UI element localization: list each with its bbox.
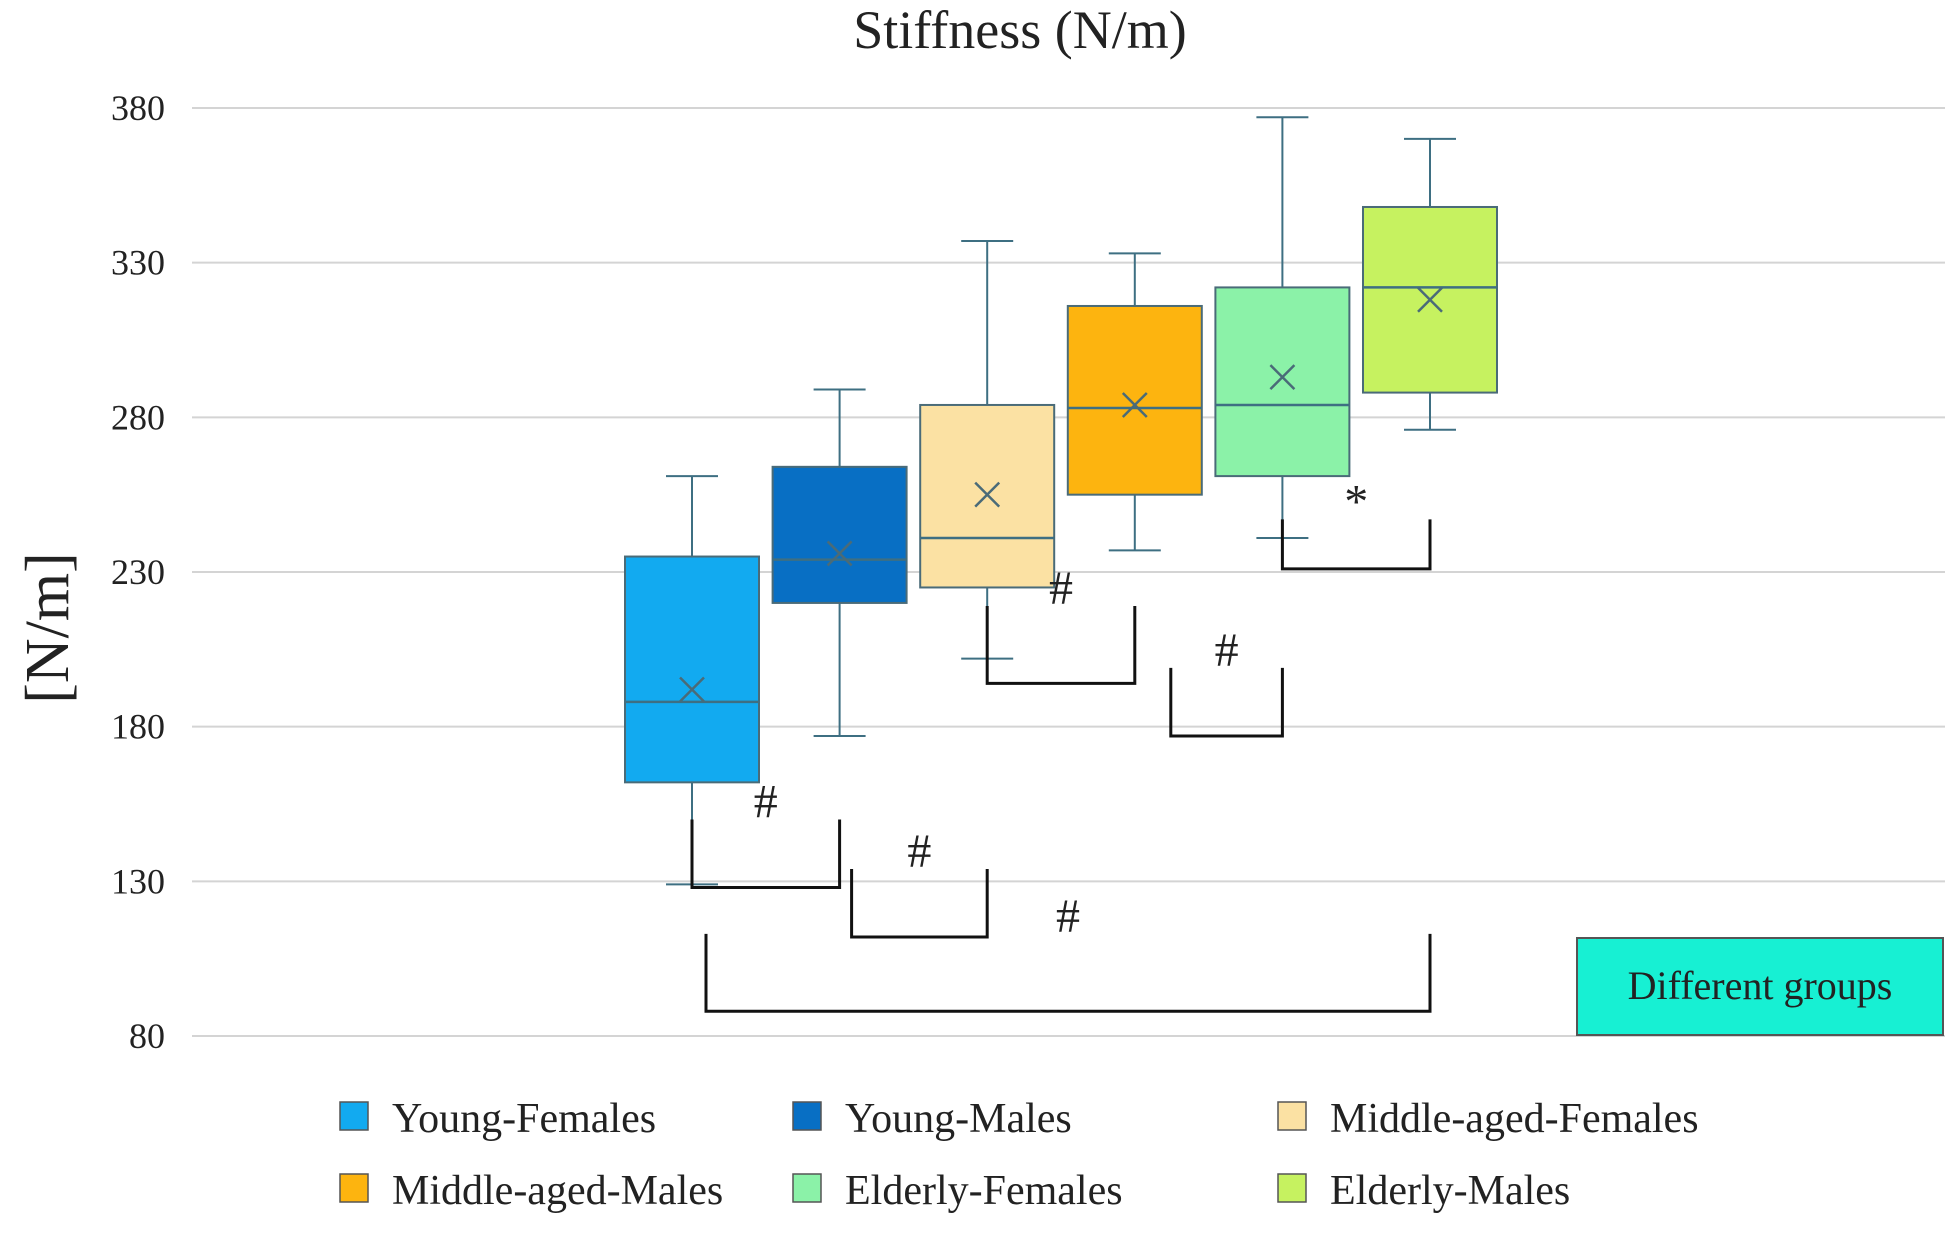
box-elderly-females [1214, 116, 1351, 539]
y-tick-380: 380 [111, 88, 165, 128]
mean-marker-middle-aged-males [1121, 392, 1148, 418]
significance-symbol-3: # [1056, 890, 1080, 943]
significance-bracket-6: * [1280, 475, 1432, 571]
y-tick-280: 280 [111, 397, 165, 437]
legend-label-elderly-females: Elderly-Females [845, 1168, 1123, 1214]
box-rect-young-females [624, 555, 760, 784]
bracket-line-4 [985, 606, 1137, 685]
significance-symbol-6: * [1344, 475, 1368, 528]
significance-symbol-2: # [907, 825, 931, 878]
y-tick-330: 330 [111, 243, 165, 283]
box-rect-young-males [771, 465, 908, 604]
legend-label-young-males: Young-Males [845, 1096, 1072, 1142]
legend-item-middle-aged-males: Middle-aged-Males [339, 1168, 723, 1214]
significance-symbol-1: # [754, 775, 778, 828]
legend-label-middle-aged-females: Middle-aged-Females [1330, 1096, 1699, 1142]
bracket-line-5 [1169, 667, 1284, 738]
y-tick-130: 130 [111, 861, 165, 901]
boxes [624, 116, 1498, 886]
bracket-line-2 [850, 868, 989, 939]
legend-label-elderly-males: Elderly-Males [1330, 1168, 1570, 1214]
legend-item-middle-aged-females: Middle-aged-Females [1277, 1096, 1699, 1142]
legend: Young-Females Young-Males Middle-aged-Fema… [339, 1096, 1699, 1214]
mean-marker-elderly-males [1417, 286, 1443, 313]
box-young-females [624, 475, 760, 886]
significance-symbol-4: # [1049, 562, 1073, 615]
y-tick-230: 230 [111, 552, 165, 592]
box-middle-aged-females [919, 240, 1056, 660]
mean-marker-elderly-females [1269, 364, 1296, 391]
legend-item-elderly-females: Elderly-Females [792, 1168, 1123, 1214]
note-box-rect [1576, 937, 1944, 1036]
bracket-line-3 [704, 933, 1432, 1013]
y-tick-180: 180 [111, 707, 165, 747]
significance-bracket-1: # [690, 775, 842, 890]
significance-bracket-3: # [704, 890, 1432, 1013]
legend-swatch-young-females [339, 1101, 369, 1131]
bracket-line-6 [1280, 519, 1432, 571]
legend-label-young-females: Young-Females [392, 1096, 656, 1142]
box-middle-aged-males [1066, 252, 1203, 552]
box-elderly-males [1362, 137, 1498, 431]
mean-marker-middle-aged-females [974, 481, 1001, 508]
y-axis-ticks: 80 130 180 230 280 330 380 [111, 88, 165, 1056]
significance-bracket-4: # [985, 562, 1137, 685]
box-rect-middle-aged-males [1066, 304, 1203, 496]
y-tick-80: 80 [129, 1016, 165, 1056]
legend-swatch-elderly-males [1277, 1173, 1307, 1203]
legend-swatch-young-males [792, 1101, 822, 1131]
note-box: Different groups [1576, 937, 1944, 1036]
box-young-males [771, 388, 908, 737]
significance-symbol-5: # [1215, 624, 1239, 677]
note-text: Different groups [1628, 963, 1893, 1008]
significance-bracket-5: # [1169, 624, 1284, 738]
bracket-line-1 [690, 819, 842, 890]
legend-item-young-females: Young-Females [339, 1096, 656, 1142]
legend-swatch-middle-aged-females [1277, 1101, 1307, 1131]
mean-marker-young-males [826, 540, 853, 567]
significance-bracket-2: # [850, 825, 989, 939]
legend-label-middle-aged-males: Middle-aged-Males [392, 1168, 723, 1214]
legend-item-young-males: Young-Males [792, 1096, 1072, 1142]
mean-marker-young-females [679, 676, 705, 703]
legend-item-elderly-males: Elderly-Males [1277, 1168, 1570, 1214]
significance-brackets: # # # # # * [690, 475, 1432, 1013]
chart-title: Stiffness (N/m) [853, 0, 1187, 60]
legend-swatch-middle-aged-males [339, 1173, 369, 1203]
box-rect-elderly-females [1214, 286, 1351, 478]
y-axis-label: [N/m] [14, 552, 82, 704]
legend-swatch-elderly-females [792, 1173, 822, 1203]
